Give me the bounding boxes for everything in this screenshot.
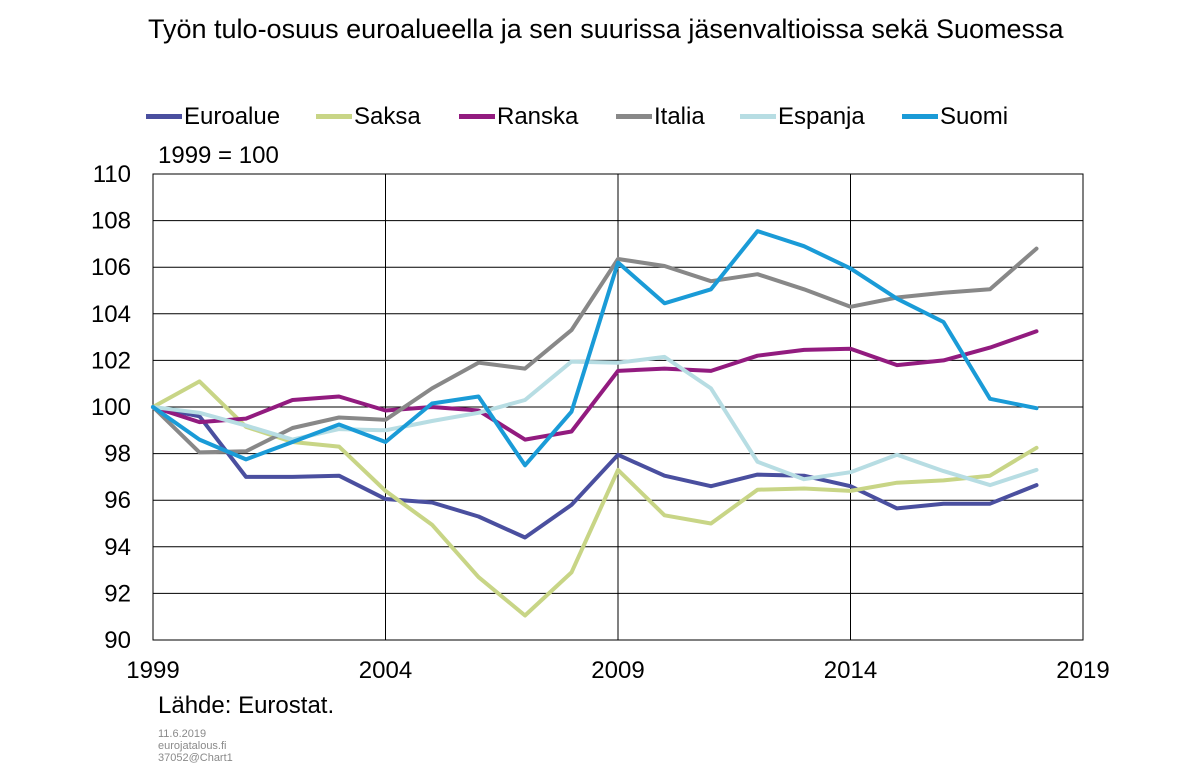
- legend-swatch-italia: [616, 114, 652, 119]
- series-line-espanja: [151, 354, 1039, 488]
- source-note: Lähde: Eurostat.: [158, 692, 335, 719]
- legend-swatch-suomi: [902, 114, 938, 119]
- y-tick-label-94: 94: [104, 534, 131, 561]
- y-tick-label-104: 104: [91, 301, 131, 328]
- y-tick-label-100: 100: [91, 394, 131, 421]
- series-line-ranska: [151, 329, 1039, 442]
- legend-label-saksa: Saksa: [354, 103, 421, 130]
- series-line-saksa: [151, 379, 1039, 618]
- legend-swatch-saksa: [316, 114, 352, 119]
- y-tick-label-108: 108: [91, 208, 131, 235]
- legend-swatch-euroalue: [146, 114, 182, 119]
- series-line-italia: [151, 246, 1039, 455]
- y-tick-label-92: 92: [104, 580, 131, 607]
- footnote-site: eurojatalous.fi: [158, 740, 227, 752]
- x-tick-label-2004: 2004: [359, 657, 412, 684]
- legend-label-suomi: Suomi: [940, 103, 1009, 130]
- y-tick-label-106: 106: [91, 254, 131, 281]
- chart-title: Työn tulo-osuus euroalueella ja sen suur…: [148, 14, 1064, 44]
- series-line-euroalue: [151, 405, 1039, 540]
- y-tick-label-96: 96: [104, 487, 131, 514]
- series-line-suomi: [151, 229, 1039, 468]
- legend-swatch-ranska: [459, 114, 495, 119]
- footnote-chart-id: 37052@Chart1: [158, 752, 233, 764]
- x-tick-label-2009: 2009: [591, 657, 644, 684]
- y-tick-label-110: 110: [93, 161, 131, 188]
- footnote: 11.6.2019 eurojatalous.fi 37052@Chart1: [158, 728, 233, 764]
- unit-label: 1999 = 100: [158, 142, 279, 169]
- y-tick-label-98: 98: [104, 441, 131, 468]
- legend-label-espanja: Espanja: [778, 103, 865, 130]
- legend-label-ranska: Ranska: [497, 103, 579, 130]
- y-tick-label-102: 102: [91, 347, 131, 374]
- x-tick-label-2019: 2019: [1056, 657, 1109, 684]
- legend-label-euroalue: Euroalue: [184, 103, 281, 130]
- x-tick-label-2014: 2014: [824, 657, 877, 684]
- legend-label-italia: Italia: [654, 103, 705, 130]
- legend-swatch-espanja: [740, 114, 776, 119]
- y-tick-label-90: 90: [104, 627, 131, 654]
- footnote-date: 11.6.2019: [158, 728, 207, 740]
- x-tick-label-1999: 1999: [126, 657, 179, 684]
